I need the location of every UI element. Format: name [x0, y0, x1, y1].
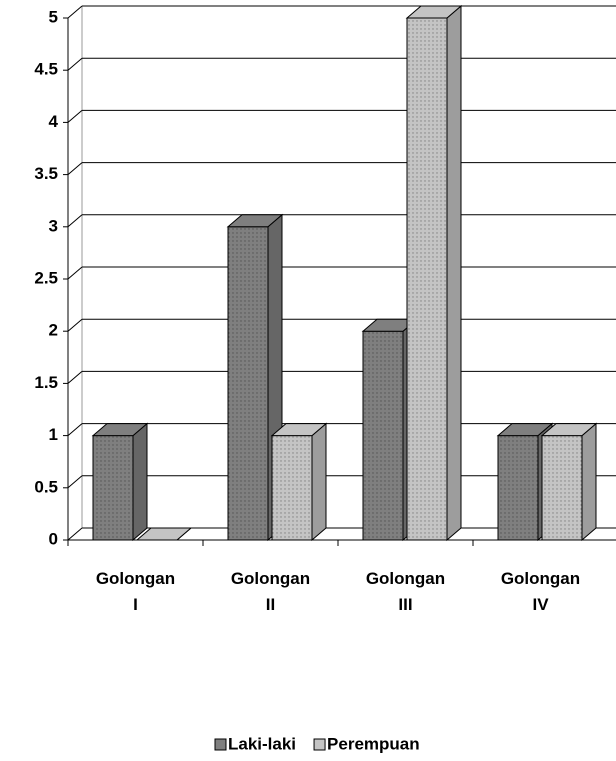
bar-texture [498, 435, 538, 540]
legend-swatch [214, 738, 227, 751]
x-tick-label: Golongan II [231, 569, 310, 614]
y-tick-label: 4.5 [34, 60, 58, 79]
y-tick-label: 1.5 [34, 373, 58, 392]
bar-top [540, 423, 598, 437]
grid-line [67, 162, 83, 175]
bar-texture [363, 331, 403, 540]
legend-label: Perempuan [327, 734, 420, 753]
y-tick-label: 3 [49, 216, 58, 235]
bar-top [226, 214, 284, 228]
bar-top [405, 5, 463, 19]
grid-line [67, 371, 83, 384]
grid-line [67, 57, 83, 71]
grid-line [67, 5, 83, 19]
y-tick-label: 4 [49, 112, 59, 131]
bar-top [135, 527, 193, 541]
y-tick-label: 3.5 [34, 164, 58, 183]
grid-line [67, 214, 83, 228]
y-tick-label: 2 [49, 321, 58, 340]
bar-side [311, 422, 327, 542]
bar [270, 422, 328, 542]
bar-top [270, 423, 328, 437]
bar [91, 422, 149, 542]
x-tick-label: Golongan III [366, 569, 445, 614]
bar-texture [542, 435, 582, 540]
grid-line [67, 527, 83, 541]
legend-swatch [313, 738, 326, 751]
legend-label: Laki-laki [228, 734, 296, 753]
x-tick-label: Golongan IV [501, 569, 580, 614]
bar-side [446, 4, 462, 542]
bar [540, 422, 598, 542]
bar-texture [272, 435, 312, 540]
bar-texture [228, 226, 268, 541]
y-tick-label: 0 [49, 529, 58, 548]
bar-texture [93, 435, 133, 540]
grid-line [67, 110, 83, 123]
grid-line [67, 475, 83, 489]
bar [405, 4, 463, 542]
grid-line [67, 266, 83, 280]
bar-side [132, 422, 148, 542]
grid-line [67, 423, 83, 436]
bar [135, 527, 193, 541]
y-tick-label: 2.5 [34, 268, 58, 287]
x-tick-label: Golongan I [96, 569, 175, 614]
y-tick-label: 0.5 [34, 477, 58, 496]
bar-top [91, 423, 149, 437]
bar-top [496, 423, 554, 437]
bar-texture [407, 18, 447, 540]
bar-side [581, 422, 597, 542]
y-tick-label: 5 [49, 7, 58, 26]
grid-line [67, 318, 83, 332]
y-tick-label: 1 [49, 425, 58, 444]
